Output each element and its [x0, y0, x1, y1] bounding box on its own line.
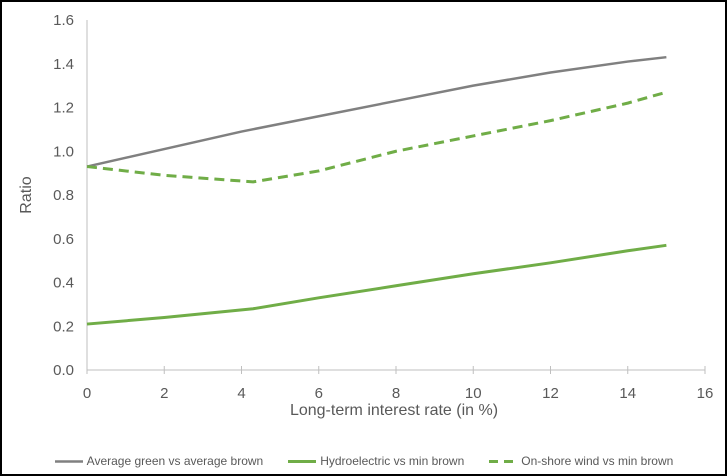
x-tick-label: 10 [465, 385, 482, 402]
series-line-1 [86, 243, 667, 326]
x-tick-label: 8 [392, 385, 400, 402]
x-tick-label: 4 [237, 385, 245, 402]
x-tick-label: 14 [619, 385, 636, 402]
y-tick-label: 0.4 [53, 275, 74, 292]
x-axis-title: Long-term interest rate (in %) [289, 402, 499, 419]
y-tick-label: 0.0 [53, 362, 74, 379]
y-tick-label: 1.4 [53, 56, 74, 73]
y-tick-label: 1.0 [53, 143, 74, 160]
x-tick-label: 0 [83, 385, 91, 402]
y-tick-label: 1.6 [53, 12, 74, 29]
legend-label: On-shore wind vs min brown [521, 454, 674, 468]
y-axis-title: Ratio [18, 176, 35, 214]
legend-item-average-green-vs-average-brown: Average green vs average brown [54, 454, 264, 468]
x-tick-label: 6 [315, 385, 323, 402]
legend-label: Average green vs average brown [86, 454, 264, 468]
x-tick-label: 16 [697, 385, 714, 402]
legend-line-swatch-green-solid-icon [288, 459, 317, 463]
series-line-2 [86, 90, 667, 184]
x-tick-label: 2 [160, 385, 168, 402]
legend-item-onshore-wind-vs-min-brown: On-shore wind vs min brown [488, 454, 673, 468]
legend-label: Hydroelectric vs min brown [320, 454, 465, 468]
y-tick-label: 0.2 [53, 318, 74, 335]
series-line-0 [86, 55, 667, 168]
chart-legend: Average green vs average brown Hydroelec… [2, 454, 725, 468]
y-tick-label: 0.6 [53, 231, 74, 248]
y-tick-label: 0.8 [53, 187, 74, 204]
legend-line-swatch-green-dashed-icon [489, 459, 518, 463]
legend-line-swatch-gray-solid-icon [54, 459, 83, 463]
legend-item-hydroelectric-vs-min-brown: Hydroelectric vs min brown [287, 454, 464, 468]
y-tick-label: 1.2 [53, 100, 74, 117]
x-tick-label: 12 [542, 385, 559, 402]
